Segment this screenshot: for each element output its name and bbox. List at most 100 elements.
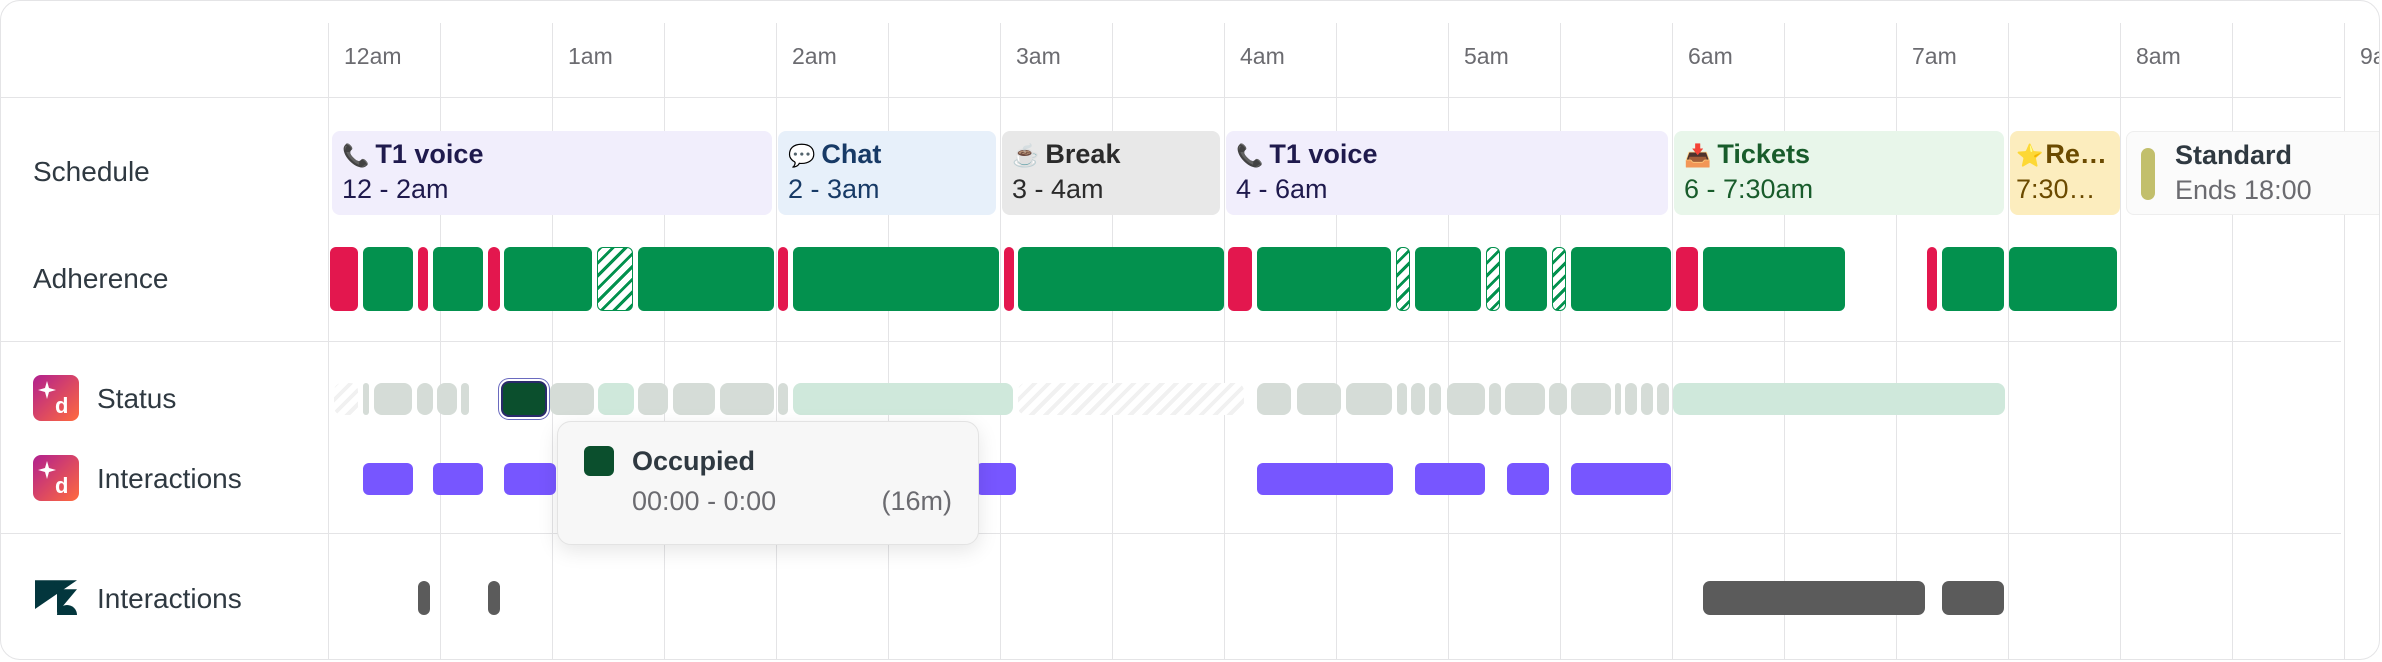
coffee-icon: ☕ bbox=[1012, 143, 1040, 168]
tooltip-duration: (16m) bbox=[881, 486, 952, 516]
svg-text:d: d bbox=[55, 393, 68, 418]
d-sparkle-app-icon: d bbox=[33, 375, 79, 421]
adherence-segment-in[interactable] bbox=[1018, 247, 1224, 311]
status-segment[interactable] bbox=[1397, 383, 1407, 415]
schedule-block-title: Chat bbox=[821, 139, 882, 169]
interaction-bar[interactable] bbox=[1571, 463, 1671, 495]
status-segment[interactable] bbox=[778, 383, 788, 415]
interaction-bar[interactable] bbox=[1257, 463, 1393, 495]
row-label-interactions: Interactions bbox=[97, 463, 242, 494]
status-segment[interactable] bbox=[720, 383, 774, 415]
zendesk-interaction-bar[interactable] bbox=[418, 581, 430, 615]
adherence-segment-exception[interactable] bbox=[597, 247, 633, 311]
zendesk-interaction-bar[interactable] bbox=[1703, 581, 1925, 615]
adherence-segment-in[interactable] bbox=[793, 247, 999, 311]
status-segment[interactable] bbox=[1489, 383, 1501, 415]
status-segment[interactable] bbox=[1571, 383, 1611, 415]
schedule-block-t1-voice[interactable]: 📞 T1 voice 4 - 6am bbox=[1226, 131, 1668, 215]
schedule-block-t1-voice[interactable]: 📞 T1 voice 12 - 2am bbox=[332, 131, 772, 215]
hour-label: 6am bbox=[1688, 43, 1733, 69]
adherence-segment-in[interactable] bbox=[1257, 247, 1391, 311]
status-segment[interactable] bbox=[1657, 383, 1669, 415]
adherence-segment-in[interactable] bbox=[1415, 247, 1481, 311]
star-icon: ⭐ bbox=[2016, 143, 2044, 168]
schedule-block-tickets[interactable]: 📥 Tickets 6 - 7:30am bbox=[1674, 131, 2004, 215]
status-segment[interactable] bbox=[461, 383, 469, 415]
adherence-segment-in[interactable] bbox=[504, 247, 592, 311]
interaction-bar[interactable] bbox=[363, 463, 413, 495]
adherence-segment-out[interactable] bbox=[488, 247, 500, 311]
adherence-segment-out[interactable] bbox=[1676, 247, 1698, 311]
adherence-segment-in[interactable] bbox=[2009, 247, 2117, 311]
interaction-bar[interactable] bbox=[976, 463, 1016, 495]
status-segment[interactable] bbox=[1297, 383, 1341, 415]
adherence-segment-exception[interactable] bbox=[1552, 247, 1566, 311]
svg-text:d: d bbox=[55, 473, 68, 498]
adherence-segment-in[interactable] bbox=[1571, 247, 1671, 311]
schedule-block-title: Standard bbox=[2175, 140, 2293, 170]
status-segment[interactable] bbox=[1505, 383, 1545, 415]
adherence-segment-in[interactable] bbox=[1505, 247, 1547, 311]
status-segment[interactable] bbox=[550, 383, 594, 415]
status-segment[interactable] bbox=[334, 383, 358, 415]
zendesk-interaction-bar[interactable] bbox=[1942, 581, 2004, 615]
adherence-segment-out[interactable] bbox=[330, 247, 358, 311]
schedule-block-time: 7:30… bbox=[2016, 174, 2096, 204]
adherence-segment-exception[interactable] bbox=[1396, 247, 1410, 311]
interaction-bar[interactable] bbox=[433, 463, 483, 495]
phone-icon: 📞 bbox=[1236, 143, 1264, 168]
adherence-segment-out[interactable] bbox=[1004, 247, 1014, 311]
adherence-segment-in[interactable] bbox=[638, 247, 774, 311]
schedule-block-standard[interactable]: Standard Ends 18:00 bbox=[2126, 131, 2379, 215]
zendesk-logo-icon bbox=[33, 575, 79, 621]
status-segment-selected[interactable] bbox=[501, 381, 547, 417]
standard-shift-indicator bbox=[2141, 148, 2155, 200]
status-segment[interactable] bbox=[417, 383, 433, 415]
status-segment[interactable] bbox=[673, 383, 715, 415]
interaction-bar[interactable] bbox=[1507, 463, 1549, 495]
d-sparkle-app-icon: d bbox=[33, 455, 79, 501]
status-segment[interactable] bbox=[1641, 383, 1653, 415]
status-segment[interactable] bbox=[1673, 383, 2005, 415]
schedule-block-title: Tickets bbox=[1717, 139, 1810, 169]
inbox-tray-icon: 📥 bbox=[1684, 143, 1712, 168]
adherence-segment-in[interactable] bbox=[433, 247, 483, 311]
status-segment[interactable] bbox=[793, 383, 1013, 415]
adherence-segment-out[interactable] bbox=[418, 247, 428, 311]
status-segment[interactable] bbox=[1447, 383, 1485, 415]
schedule-block-chat[interactable]: 💬 Chat 2 - 3am bbox=[778, 131, 996, 215]
adherence-segment-in[interactable] bbox=[1942, 247, 2004, 311]
schedule-block-truncated[interactable]: ⭐Re… 7:30… bbox=[2010, 131, 2120, 215]
status-segment[interactable] bbox=[638, 383, 668, 415]
adherence-segment-in[interactable] bbox=[363, 247, 413, 311]
hour-label: 3am bbox=[1016, 43, 1061, 69]
status-segment[interactable] bbox=[1615, 383, 1621, 415]
schedule-block-break[interactable]: ☕ Break 3 - 4am bbox=[1002, 131, 1220, 215]
zendesk-interaction-bar[interactable] bbox=[488, 581, 500, 615]
status-segment[interactable] bbox=[598, 383, 634, 415]
status-segment[interactable] bbox=[1018, 383, 1244, 415]
tooltip-status-title: Occupied bbox=[632, 446, 756, 476]
status-segment[interactable] bbox=[363, 383, 369, 415]
adherence-segment-exception[interactable] bbox=[1486, 247, 1500, 311]
status-segment[interactable] bbox=[1257, 383, 1291, 415]
adherence-segment-in[interactable] bbox=[1703, 247, 1845, 311]
hour-label: 2am bbox=[792, 43, 837, 69]
status-segment[interactable] bbox=[1429, 383, 1441, 415]
hour-label: 4am bbox=[1240, 43, 1285, 69]
hour-label: 9a bbox=[2360, 43, 2379, 69]
interaction-bar[interactable] bbox=[1415, 463, 1485, 495]
adherence-segment-out[interactable] bbox=[1228, 247, 1252, 311]
chat-bubble-icon: 💬 bbox=[788, 143, 816, 168]
status-segment[interactable] bbox=[374, 383, 412, 415]
adherence-segment-out[interactable] bbox=[1927, 247, 1937, 311]
status-segment[interactable] bbox=[1411, 383, 1425, 415]
status-segment[interactable] bbox=[1625, 383, 1637, 415]
hour-label: 12am bbox=[344, 43, 402, 69]
status-segment[interactable] bbox=[1549, 383, 1567, 415]
interaction-bar[interactable] bbox=[504, 463, 556, 495]
status-segment[interactable] bbox=[1346, 383, 1392, 415]
status-segment[interactable] bbox=[437, 383, 457, 415]
adherence-segment-out[interactable] bbox=[778, 247, 788, 311]
schedule-block-time: 12 - 2am bbox=[342, 174, 449, 204]
